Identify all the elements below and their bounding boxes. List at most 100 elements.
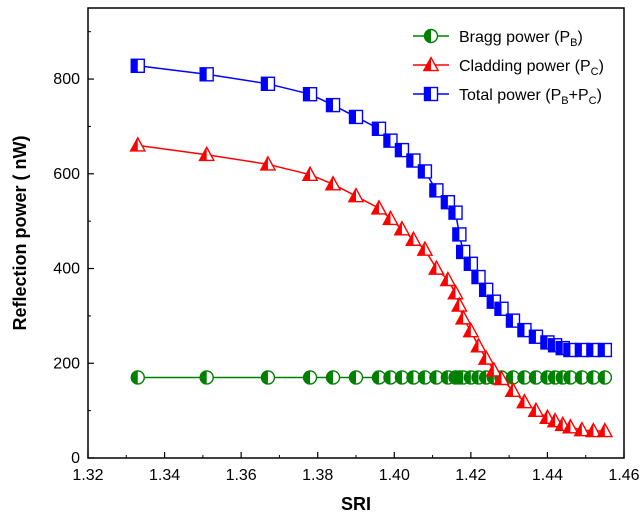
data-point [485,361,503,377]
data-point [382,209,399,226]
data-point [585,422,602,438]
legend: Bragg power (PB) Cladding power (PC) Total… [413,28,604,107]
data-point [199,67,214,82]
y-tick-label: 200 [53,355,80,372]
data-point [451,296,468,312]
legend-label: Cladding power (PC) [459,58,604,78]
y-tick-label: 400 [53,261,80,278]
data-point [429,183,444,198]
plot-frame [87,7,625,459]
data-point [527,401,545,417]
data-point [370,199,388,215]
data-point [448,205,463,220]
data-point [259,155,277,171]
data-point [423,28,439,44]
data-point [596,422,614,438]
data-point [199,370,214,385]
data-point [528,329,544,344]
data-point [130,370,145,385]
y-tick-label: 0 [71,450,80,467]
x-tick-label: 1.46 [608,467,639,484]
data-point [422,56,440,72]
data-point [471,269,486,285]
x-axis-title: SRI [341,494,371,514]
data-point [597,370,613,385]
data-point [302,87,318,102]
series-line [137,65,605,351]
series-2 [129,136,614,438]
series-3 [130,58,613,358]
x-tick-label: 1.32 [72,467,103,484]
data-point [348,370,364,385]
x-tick-label: 1.44 [532,467,563,484]
data-point [423,86,439,102]
data-point [260,76,276,91]
legend-item: Bragg power (PB) [413,28,583,49]
data-point [301,165,319,182]
data-point [198,145,216,162]
legend-label: Total power (PB+PC) [459,87,602,107]
data-point [406,370,421,385]
x-axis: 1.32 1.34 1.36 1.38 1.40 1.42 1.44 1.46 [72,452,640,484]
data-point [454,309,472,325]
data-point [493,369,510,386]
data-point [574,342,590,358]
y-axis: 0 200 400 600 800 [53,31,94,467]
data-point [477,349,495,365]
data-point [394,370,410,385]
data-point [325,97,341,113]
data-point [324,175,342,191]
data-point [505,313,521,328]
data-point [394,142,410,158]
data-point [347,187,365,203]
data-point [597,342,613,358]
data-point [504,381,522,398]
data-point [439,270,457,287]
data-point [563,370,578,385]
data-point [416,240,434,256]
data-point [447,284,464,300]
data-point [371,121,387,136]
data-point [452,227,467,242]
y-tick-label: 600 [53,166,80,183]
data-point [462,322,480,338]
data-point [516,393,533,409]
legend-item: Cladding power (PC) [413,56,604,78]
data-point [371,370,387,385]
data-point [478,282,494,298]
data-point [573,421,591,437]
data-point [406,153,421,168]
legend-item: Total power (PB+PC) [413,86,602,107]
data-point [348,109,364,125]
data-point [417,370,433,385]
y-tick-label: 800 [53,71,80,88]
series-1 [130,370,613,385]
data-point [417,164,433,179]
x-tick-label: 1.34 [149,467,180,484]
data-point [302,370,318,385]
data-point [383,133,398,148]
data-point [586,370,601,385]
data-point [456,244,471,260]
x-tick-label: 1.38 [302,467,333,484]
data-point [260,370,276,385]
data-point [470,337,487,353]
data-point [517,370,532,385]
data-point [130,58,145,73]
data-point [428,259,445,275]
legend-label: Bragg power (PB) [459,29,583,49]
data-point [129,136,147,152]
data-point [494,301,509,316]
data-point [393,220,411,236]
x-tick-label: 1.36 [226,467,257,484]
data-point [463,256,479,271]
data-point [383,370,398,385]
series-layer [129,58,614,438]
x-tick-label: 1.42 [455,467,486,484]
y-axis-title: Reflection power ( nW) [10,136,30,331]
data-point [325,370,341,385]
x-tick-label: 1.40 [379,467,410,484]
data-point [562,418,579,434]
data-point [405,230,422,246]
